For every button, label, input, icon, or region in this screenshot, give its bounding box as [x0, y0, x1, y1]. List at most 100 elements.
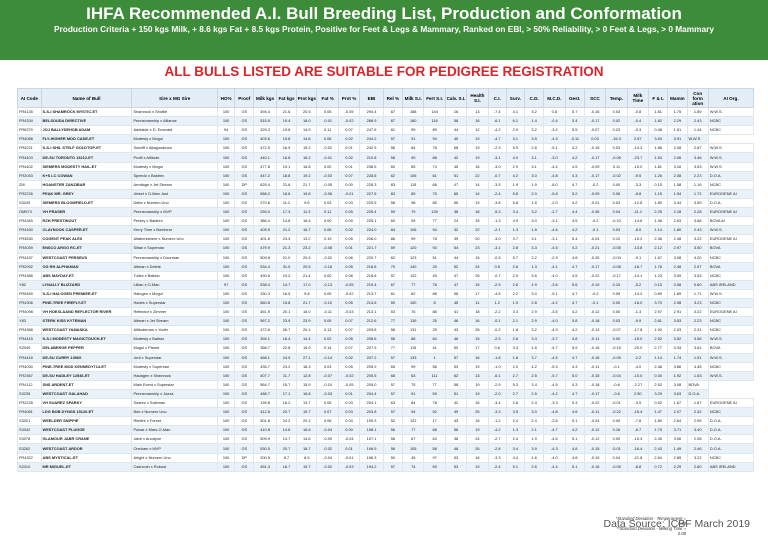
- table-cell: 63: [423, 434, 446, 445]
- table-cell: 0.15: [605, 279, 628, 290]
- table-cell: 57: [382, 461, 404, 472]
- table-cell: 0.6: [487, 343, 507, 354]
- table-body: FR4135 S-S-I SHAMROCK MYSTIC-ET Shamrock x…: [17, 106, 755, 472]
- table-cell: 5.3: [564, 397, 585, 409]
- table-cell: 88: [423, 152, 446, 163]
- table-cell: 100: [217, 197, 236, 209]
- table-cell: 2.28: [686, 207, 709, 218]
- table-cell: 16.6: [296, 425, 318, 436]
- table-cell: 215.4: [359, 279, 384, 290]
- table-cell: WESTCOAST ARDOR: [40, 443, 133, 454]
- table-cell: 139: [423, 207, 446, 218]
- table-cell: 4.3: [564, 379, 585, 390]
- table-cell: 120: [402, 243, 425, 254]
- table-cell: 1.14: [647, 225, 669, 236]
- table-cell: 2.6: [505, 261, 525, 272]
- table-cell: -4.2: [543, 388, 566, 400]
- table-cell: 0.03: [583, 134, 607, 145]
- table-cell: -4.7: [487, 134, 507, 145]
- table-cell: 2.08: [667, 143, 688, 154]
- table-cell: 1.9: [523, 179, 545, 190]
- table-cell: 1.9: [505, 297, 525, 309]
- table-cell: Y83: [17, 316, 42, 327]
- table-cell: Sutcliff x Altagoodman: [131, 143, 219, 154]
- table-cell: 213.7: [359, 288, 384, 299]
- table-cell: 1.5: [523, 197, 545, 209]
- table-cell: 1.67: [667, 397, 688, 409]
- table-cell: -3.0: [487, 161, 507, 172]
- table-cell: 435.7: [253, 361, 277, 372]
- table-cell: 14.6: [275, 425, 298, 436]
- table-cell: GS: [234, 216, 255, 227]
- table-cell: 0.00: [605, 416, 628, 427]
- table-cell: FR4030: [17, 361, 42, 372]
- table-cell: 16.8: [296, 161, 318, 172]
- table-cell: -0.17: [583, 152, 607, 163]
- table-cell: GS: [234, 188, 255, 199]
- table-cell: 16: [466, 416, 489, 427]
- table-cell: 24: [444, 216, 468, 227]
- table-cell: 2.4: [523, 397, 545, 409]
- table-cell: 407.7: [253, 370, 277, 381]
- table-cell: 3.22: [686, 452, 709, 463]
- table-cell: 19: [466, 134, 489, 145]
- table-cell: 568.2: [253, 188, 277, 199]
- table-cell: 82: [402, 288, 425, 299]
- table-cell: -0.12: [583, 425, 607, 436]
- table-cell: 1.23: [647, 270, 669, 281]
- table-cell: -0.09: [316, 434, 339, 445]
- table-cell: -0.22: [583, 270, 607, 281]
- table-cell: 51: [423, 252, 446, 263]
- table-cell: 15: [466, 279, 489, 290]
- table-cell: 100: [217, 307, 236, 318]
- table-cell: 77: [423, 379, 446, 390]
- table-cell: -3.8: [487, 197, 507, 209]
- table-row: FR4334 BELSOUDA DIRECTIVE Pennsmanship x A…: [17, 116, 755, 127]
- table-cell: 18.3: [296, 361, 318, 372]
- table-cell: 105: [402, 443, 425, 454]
- table-cell: 88: [423, 288, 446, 299]
- table-cell: -0.04: [337, 434, 361, 445]
- table-cell: -2.0: [543, 197, 566, 209]
- table-cell: SIEMERS BLOOMFIELD-ET: [40, 197, 133, 209]
- table-cell: 0.01: [337, 388, 361, 400]
- table-cell: -14.3: [626, 143, 650, 154]
- table-cell: -5.1: [543, 288, 566, 299]
- table-cell: 2.98: [667, 297, 688, 309]
- table-cell: 509.8: [253, 252, 277, 263]
- table-cell: 45: [444, 161, 468, 172]
- table-cell: 39: [444, 234, 468, 245]
- table-cell: 50: [444, 343, 468, 354]
- table-cell: -3.3: [487, 452, 507, 463]
- table-cell: Pennsmanship x Doorman: [131, 252, 219, 263]
- table-cell: 567.2: [253, 316, 277, 327]
- table-cell: -0.11: [583, 334, 607, 345]
- table-cell: GS: [234, 397, 255, 409]
- table-cell: 2.57: [686, 261, 709, 272]
- table-cell: 14.8: [275, 216, 298, 227]
- table-cell: ABS MYSTICAL-ET: [40, 452, 133, 463]
- table-cell: -0.11: [583, 361, 607, 372]
- table-cell: Armitage x Jet Stream: [131, 179, 219, 190]
- table-cell: -16.0: [626, 297, 650, 309]
- table-cell: 100: [217, 388, 236, 400]
- table-cell: 4.45: [686, 361, 709, 372]
- table-cell: 98: [402, 197, 425, 209]
- table-cell: -0.08: [316, 243, 339, 254]
- table-cell: 100: [217, 106, 236, 118]
- table-cell: -3.1: [543, 234, 566, 245]
- table-cell: 3.59: [667, 270, 688, 281]
- table-cell: FR4160: [17, 225, 42, 236]
- table-cell: -2.4: [487, 188, 507, 199]
- table-cell: 213.6: [359, 297, 384, 309]
- table-cell: 221.7: [359, 243, 384, 254]
- table-cell: 2.8: [523, 143, 545, 154]
- table-cell: FR2092: [17, 261, 42, 272]
- table-cell: 16.9: [275, 143, 298, 154]
- table-cell: Oneham x MVP: [131, 443, 219, 454]
- table-cell: Kerry Time x Bombero: [131, 225, 219, 236]
- table-cell: 18.0: [296, 116, 318, 127]
- table-cell: FR4403: [17, 152, 42, 163]
- table-cell: 3.2: [523, 106, 545, 118]
- table-cell: 4.2: [564, 143, 585, 154]
